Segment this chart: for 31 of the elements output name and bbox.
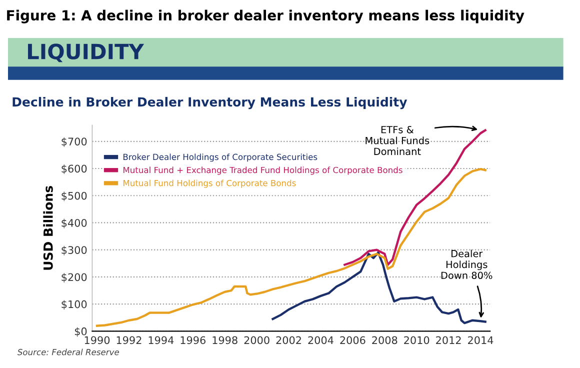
chart-subtitle: Decline in Broker Dealer Inventory Means Less Liquidity (12, 96, 408, 110)
legend-label: Mutual Fund + Exchange Traded Fund Holdings of Corporate Bonds (123, 166, 402, 175)
x-tick-label: 1992 (116, 336, 142, 344)
y-tick-label: $700 (62, 137, 87, 147)
text: LIQUIDITY (28, 44, 144, 62)
x-tick-label: 2002 (276, 336, 301, 344)
y-tick-label: $0 (74, 327, 87, 337)
y-tick-label: $200 (62, 273, 87, 282)
x-tick-label: 2000 (244, 336, 270, 344)
annotation: Dealer Holdings Down 80% (441, 250, 492, 280)
x-tick-label: 2010 (404, 336, 430, 344)
y-tick-label: $500 (62, 192, 87, 202)
annotation: ETFs & Mutual Funds Dominant (366, 126, 430, 156)
x-tick-label: 2012 (436, 336, 461, 344)
source-note: Source: Federal Reserve (17, 348, 119, 356)
legend-label: Mutual Fund Holdings of Corporate Bonds (123, 180, 296, 188)
x-tick-label: 2014 (468, 336, 494, 344)
x-tick-label: 2004 (308, 336, 334, 344)
x-tick-label: 1998 (212, 336, 238, 344)
y-tick-label: $300 (62, 246, 87, 256)
y-axis-title: USD Billions (43, 186, 53, 270)
chart-title: Figure 1: A decline in broker dealer inventory means less liquidity (7, 10, 524, 24)
x-tick-label: 1994 (148, 336, 174, 344)
y-tick-label: $600 (62, 164, 87, 174)
x-tick-label: 2006 (340, 336, 366, 344)
x-tick-label: 2008 (372, 336, 398, 344)
legend-label: Broker Dealer Holdings of Corporate Securities (123, 154, 318, 162)
x-tick-label: 1996 (180, 336, 206, 344)
x-tick-label: 1990 (84, 336, 110, 344)
y-tick-label: $100 (62, 300, 87, 310)
y-tick-label: $400 (62, 218, 87, 228)
